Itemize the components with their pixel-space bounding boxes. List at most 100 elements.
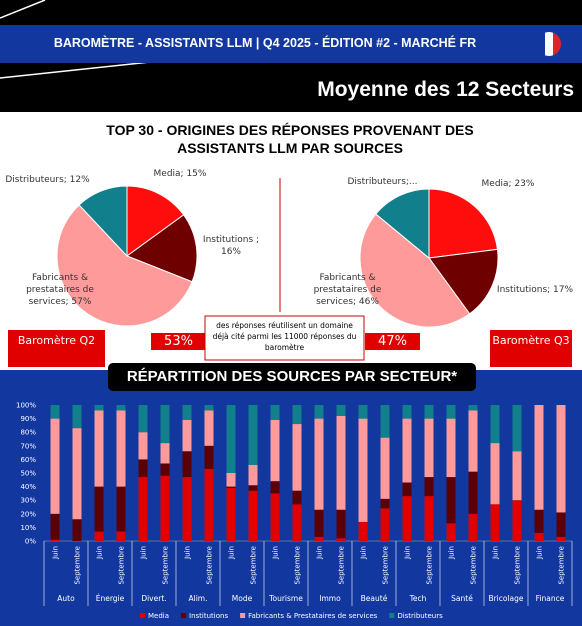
pie-slice bbox=[359, 213, 471, 328]
legend-label: Institutions bbox=[189, 612, 228, 620]
bar-segment bbox=[182, 451, 192, 478]
banner-text: BAROMÈTRE - ASSISTANTS LLM | Q4 2025 - É… bbox=[53, 36, 477, 50]
pie-label: Media; 23% bbox=[481, 179, 535, 189]
bar-segment bbox=[182, 405, 192, 420]
bar-segment bbox=[160, 475, 170, 541]
bar-segment bbox=[468, 405, 478, 411]
x-tick-label: Juin bbox=[184, 546, 192, 560]
pie-title: Baromètre Q3 bbox=[492, 334, 570, 347]
y-tick-label: 90% bbox=[20, 415, 36, 423]
group-label: Finance bbox=[536, 594, 565, 603]
legend-swatch bbox=[181, 613, 187, 618]
bar-segment bbox=[116, 486, 126, 532]
bar-segment bbox=[446, 405, 456, 419]
bar-segment bbox=[160, 463, 170, 476]
bar-segment bbox=[292, 405, 302, 425]
bar-segment bbox=[512, 405, 522, 452]
pie-label: Institutions; 17% bbox=[496, 285, 574, 295]
group-label: Divert. bbox=[141, 594, 166, 603]
x-tick-label: Septembre bbox=[426, 546, 434, 585]
bar-segment bbox=[50, 405, 60, 419]
group-label: Immo bbox=[319, 594, 341, 603]
x-tick-label: Juin bbox=[228, 546, 236, 560]
bar-segment bbox=[424, 405, 434, 419]
bar-segment bbox=[182, 419, 192, 452]
bar-segment bbox=[72, 519, 82, 541]
bar-segment bbox=[336, 415, 346, 510]
x-tick-label: Septembre bbox=[206, 546, 214, 585]
bar-segment bbox=[204, 468, 214, 541]
flag bbox=[537, 32, 561, 56]
bar-segment bbox=[424, 496, 434, 541]
bar-segment bbox=[226, 486, 236, 488]
pie-slice bbox=[375, 188, 430, 260]
bar-segment bbox=[160, 405, 170, 444]
q2-share: 53% bbox=[164, 334, 193, 349]
bar-segment bbox=[402, 482, 412, 497]
bar-segment bbox=[116, 405, 126, 411]
bar-segment bbox=[50, 418, 60, 514]
pie-label: Distributeurs;... bbox=[347, 177, 418, 187]
bar-segment bbox=[314, 536, 324, 541]
pie-label: Fabricants & prestataires de services; 5… bbox=[26, 273, 94, 307]
bar-segment bbox=[248, 464, 258, 486]
x-tick-label: Juin bbox=[536, 546, 544, 560]
group-label: Mode bbox=[232, 594, 253, 603]
bar-segment bbox=[556, 536, 566, 541]
bar-segment bbox=[292, 504, 302, 541]
bar-segment bbox=[138, 477, 148, 541]
bar-segment bbox=[182, 477, 192, 541]
bar-segment bbox=[94, 410, 104, 487]
bar-segment bbox=[446, 418, 456, 478]
y-tick-label: 60% bbox=[20, 456, 36, 464]
bar-segment bbox=[358, 521, 368, 541]
bars-title-box bbox=[108, 363, 476, 391]
bar-segment bbox=[512, 500, 522, 541]
legend-label: Distributeurs bbox=[397, 612, 443, 620]
bar-segment bbox=[490, 405, 500, 444]
pie-slice bbox=[428, 188, 499, 259]
x-tick-label: Juin bbox=[360, 546, 368, 560]
bar-segment bbox=[314, 509, 324, 537]
x-tick-label: Septembre bbox=[162, 546, 170, 585]
group-label: Alim. bbox=[189, 594, 208, 603]
x-tick-label: Septembre bbox=[118, 546, 126, 585]
bar-segment bbox=[314, 418, 324, 510]
bar-segment bbox=[72, 428, 82, 520]
legend-label: Media bbox=[148, 612, 169, 620]
bar-segment bbox=[490, 504, 500, 541]
bar-segment bbox=[490, 443, 500, 505]
subtitle: Moyenne des 12 Secteurs bbox=[317, 78, 574, 101]
legend-swatch bbox=[389, 613, 395, 618]
bar-segment bbox=[468, 513, 478, 541]
pie-slice bbox=[428, 248, 499, 315]
y-tick-label: 30% bbox=[20, 497, 36, 505]
legend-swatch bbox=[140, 613, 145, 618]
x-tick-label: Juin bbox=[140, 546, 148, 560]
bar-segment bbox=[380, 508, 390, 541]
bar-segment bbox=[402, 418, 412, 483]
x-tick-label: Septembre bbox=[558, 546, 566, 585]
y-tick-label: 10% bbox=[20, 524, 36, 532]
bar-segment bbox=[534, 509, 544, 533]
y-tick-label: 50% bbox=[20, 470, 36, 478]
legend-swatch bbox=[240, 613, 246, 618]
bar-segment bbox=[358, 418, 368, 522]
group-label: Santé bbox=[451, 594, 473, 603]
bar-segment bbox=[468, 471, 478, 514]
bar-segment bbox=[358, 405, 368, 419]
group-label: Tourisme bbox=[268, 594, 303, 603]
bar-segment bbox=[204, 445, 214, 469]
bar-segment bbox=[226, 487, 236, 541]
decor bbox=[0, 0, 46, 19]
pie-slice bbox=[125, 214, 198, 283]
x-tick-label: Juin bbox=[52, 546, 60, 560]
bar-segment bbox=[556, 405, 566, 513]
bar-segment bbox=[116, 410, 126, 487]
group-label: Énergie bbox=[96, 594, 125, 603]
bar-segment bbox=[468, 410, 478, 472]
bar-segment bbox=[160, 443, 170, 464]
x-tick-label: Septembre bbox=[294, 546, 302, 585]
